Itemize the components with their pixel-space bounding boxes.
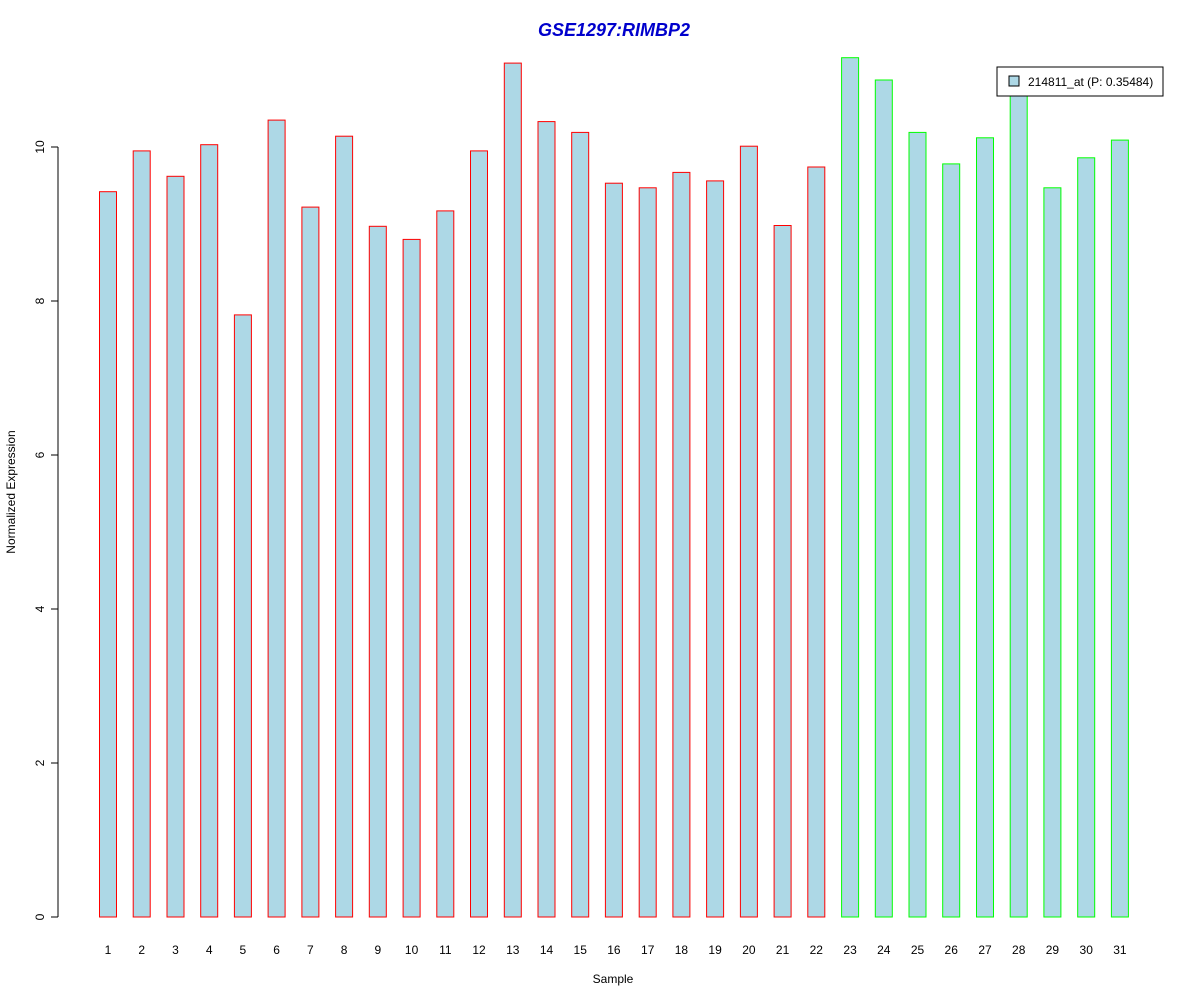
x-axis-tick-label: 13 — [506, 943, 520, 957]
x-axis-tick-label: 5 — [240, 943, 247, 957]
legend: 214811_at (P: 0.35484) — [996, 66, 1164, 97]
x-axis-tick-labels: 1 2 3 4 5 6 7 8 9 10 11 12 13 14 15 16 17 18 19 20 21 22 23 24 2… — [105, 943, 1127, 957]
legend-box — [996, 66, 1164, 97]
bar-sample-31 — [1110, 139, 1129, 918]
x-axis-tick-label: 18 — [675, 943, 689, 957]
y-axis-tick-label: 8 — [33, 297, 47, 304]
x-axis-tick-label: 2 — [138, 943, 145, 957]
bar-sample-1 — [99, 191, 117, 918]
x-axis-tick-label: 15 — [574, 943, 588, 957]
bar-sample-7 — [301, 206, 320, 918]
x-axis-tick-label: 31 — [1113, 943, 1127, 957]
y-axis-label: Normalized Expression — [4, 430, 18, 553]
bar-sample-19 — [706, 180, 725, 918]
y-axis-tick-label: 10 — [33, 140, 47, 154]
bar-sample-24 — [874, 79, 893, 918]
bar-sample-26 — [942, 163, 961, 918]
x-axis-tick-label: 28 — [1012, 943, 1026, 957]
x-axis-tick-label: 10 — [405, 943, 419, 957]
bar-sample-16 — [604, 182, 623, 918]
chart-title: GSE1297:RIMBP2 — [538, 20, 690, 40]
y-axis-tick-label: 2 — [33, 759, 47, 766]
x-axis-tick-label: 16 — [607, 943, 621, 957]
bar-sample-18 — [672, 171, 691, 918]
y-axis: 0 2 4 6 8 10 — [33, 140, 59, 920]
bar-sample-17 — [638, 187, 657, 918]
x-axis-tick-label: 12 — [472, 943, 486, 957]
x-axis-tick-label: 3 — [172, 943, 179, 957]
bar-sample-28 — [1009, 81, 1028, 918]
bar-sample-14 — [537, 121, 556, 918]
bar-sample-3 — [166, 175, 185, 918]
x-axis-tick-label: 26 — [945, 943, 959, 957]
x-axis-tick-label: 11 — [439, 943, 452, 957]
legend-label: 214811_at (P: 0.35484) — [1028, 75, 1153, 89]
legend-swatch — [1008, 75, 1020, 87]
bar-sample-10 — [402, 238, 421, 918]
x-axis-tick-label: 20 — [742, 943, 756, 957]
x-axis-tick-label: 21 — [776, 943, 790, 957]
x-axis-tick-label: 6 — [273, 943, 280, 957]
bar-sample-20 — [739, 145, 758, 918]
x-axis-tick-label: 24 — [877, 943, 891, 957]
bar-sample-5 — [233, 314, 252, 918]
bar-sample-21 — [773, 225, 792, 918]
bar-sample-9 — [368, 225, 387, 918]
x-axis-tick-label: 30 — [1080, 943, 1094, 957]
x-axis-tick-label: 23 — [843, 943, 857, 957]
x-axis-label: Sample — [593, 972, 634, 986]
bar-sample-12 — [470, 150, 488, 918]
bar-sample-8 — [335, 135, 354, 918]
x-axis-tick-label: 27 — [978, 943, 992, 957]
bar-sample-11 — [436, 210, 455, 918]
x-axis-tick-label: 1 — [105, 943, 112, 957]
x-axis-tick-label: 7 — [307, 943, 314, 957]
bar-sample-27 — [976, 137, 994, 918]
x-axis-tick-label: 29 — [1046, 943, 1060, 957]
x-axis-tick-label: 22 — [810, 943, 824, 957]
bar-sample-13 — [503, 62, 522, 918]
x-axis-tick-label: 14 — [540, 943, 554, 957]
x-axis-tick-label: 19 — [708, 943, 722, 957]
x-axis-tick-label: 25 — [911, 943, 925, 957]
x-axis-tick-label: 17 — [641, 943, 655, 957]
bar-sample-15 — [571, 131, 590, 918]
bar-sample-29 — [1043, 187, 1062, 918]
y-axis-tick-label: 0 — [33, 913, 47, 920]
bar-sample-2 — [132, 150, 151, 918]
bar-sample-25 — [908, 131, 927, 918]
bar-sample-23 — [841, 57, 860, 918]
y-axis-tick-label: 6 — [33, 451, 47, 458]
x-axis-tick-label: 9 — [374, 943, 381, 957]
x-axis-tick-label: 8 — [341, 943, 348, 957]
bar-sample-22 — [807, 166, 826, 918]
bar-sample-6 — [267, 119, 286, 918]
bars — [99, 57, 1129, 918]
y-axis-tick-label: 4 — [33, 605, 47, 612]
x-axis-tick-label: 4 — [206, 943, 213, 957]
bar-sample-4 — [200, 144, 219, 918]
bar-sample-30 — [1077, 157, 1096, 918]
